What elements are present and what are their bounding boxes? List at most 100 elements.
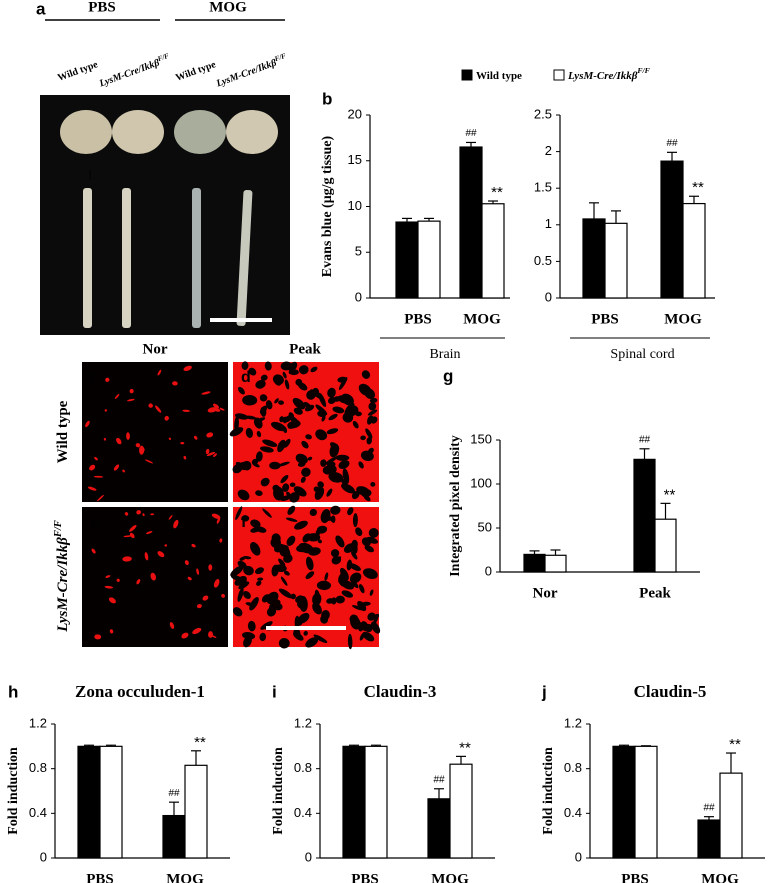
stain (327, 387, 336, 398)
stain (239, 556, 246, 561)
stain (183, 365, 192, 372)
stain (192, 627, 202, 635)
stain (293, 631, 304, 641)
stain (85, 420, 90, 428)
stain (341, 483, 356, 494)
stain (124, 512, 129, 516)
stain (360, 435, 366, 441)
bar (162, 814, 186, 859)
stain (369, 589, 374, 596)
stain (234, 576, 247, 586)
stain (96, 494, 104, 502)
significance: ## (433, 774, 445, 785)
stain (338, 460, 350, 469)
y-axis-label: Integrated pixel density (448, 435, 463, 577)
stain (347, 507, 354, 516)
y-tick-label: 150 (470, 431, 492, 446)
stain (150, 572, 157, 581)
stain (280, 495, 291, 502)
y-tick-label: 1.5 (534, 180, 552, 195)
y-tick-label: 0.4 (294, 805, 312, 820)
stain (336, 556, 342, 563)
stain (241, 361, 249, 370)
stain (129, 388, 134, 394)
panel-letter: a (36, 0, 46, 18)
stain (173, 519, 179, 529)
legend-swatch (461, 69, 473, 81)
stain (288, 361, 298, 372)
stain (234, 416, 239, 433)
bar (682, 202, 706, 299)
stain (352, 605, 364, 611)
y-tick-label: 0 (575, 849, 582, 864)
stain (122, 556, 132, 562)
stain (211, 635, 217, 638)
stain (255, 567, 264, 575)
x-tick-label: MOG (431, 871, 469, 883)
brain (112, 110, 164, 154)
stain (274, 398, 279, 404)
stain (216, 517, 221, 524)
stain (278, 638, 290, 649)
stain (205, 448, 210, 455)
stain (286, 535, 296, 546)
bar (697, 819, 721, 859)
stain (141, 447, 145, 452)
spinal-cord (122, 188, 131, 328)
stain (355, 527, 363, 537)
x-tick-label: MOG (701, 871, 739, 883)
stain (271, 421, 286, 432)
stain (257, 577, 264, 581)
chart-title: Claudin-3 (364, 682, 437, 701)
y-tick-label: 0.8 (29, 760, 47, 775)
stain (264, 361, 272, 371)
bar (719, 772, 743, 859)
stain (335, 454, 350, 461)
stain (164, 544, 168, 547)
stain (344, 402, 355, 415)
stain (326, 428, 339, 435)
stain (87, 486, 97, 491)
stain (312, 602, 322, 615)
stain (358, 583, 365, 594)
stain (346, 559, 352, 571)
stain (303, 630, 308, 636)
stain (242, 632, 256, 640)
stain (367, 415, 374, 425)
significance: ** (729, 736, 741, 753)
y-axis-label: Evans blue (μg/g tissue) (320, 135, 335, 277)
stain (129, 524, 137, 532)
stain (123, 535, 133, 538)
stain (313, 486, 322, 493)
stain (305, 637, 319, 648)
y-tick-label: 15 (348, 152, 362, 167)
stain (232, 463, 243, 474)
stain (273, 599, 281, 606)
label-text: LysM-Cre/Ikkβ (55, 537, 71, 633)
stain (282, 371, 287, 379)
stain (301, 440, 309, 449)
stain (366, 436, 373, 445)
stain (293, 486, 307, 497)
stain (219, 538, 223, 543)
stain (248, 367, 257, 376)
y-axis-label: Fold induction (271, 747, 286, 835)
group-label: Spinal cord (610, 347, 674, 362)
y-axis-label: Fold induction (541, 747, 556, 835)
stain (184, 560, 189, 566)
y-tick-label: 0 (355, 289, 362, 304)
x-tick-label: PBS (404, 311, 432, 327)
significance: ** (664, 486, 676, 503)
stain (253, 417, 263, 429)
stain (144, 459, 153, 464)
stain (320, 459, 327, 467)
micrograph (82, 362, 228, 502)
stain (289, 482, 296, 487)
stain (126, 432, 130, 440)
y-tick-label: 0 (485, 563, 492, 578)
stain (325, 456, 338, 465)
stain (168, 437, 172, 441)
x-tick-label: MOG (463, 311, 501, 327)
stain (292, 397, 306, 410)
stain (135, 443, 141, 448)
